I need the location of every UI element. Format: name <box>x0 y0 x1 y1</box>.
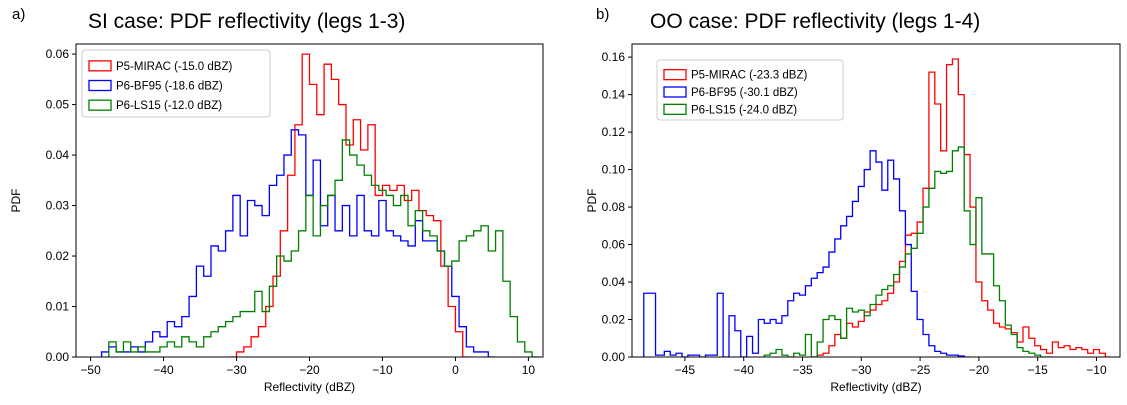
legend-swatch <box>663 103 687 115</box>
panel-oo-case: b) OO case: PDF reflectivity (legs 1-4) −4… <box>585 6 1121 394</box>
y-tick-label: 0.05 <box>46 98 70 112</box>
legend-entry: P5-MIRAC (-15.0 dBZ) <box>116 61 232 73</box>
panel-label: a) <box>12 6 25 23</box>
y-tick-label: 0.06 <box>46 47 70 61</box>
y-tick-label: 0.00 <box>602 350 626 364</box>
legend-swatch <box>88 60 112 72</box>
y-axis-label: PDF <box>9 189 23 213</box>
series-line-1 <box>643 150 971 357</box>
chart-title: SI case: PDF reflectivity (legs 1-3) <box>88 10 405 33</box>
y-tick-label: 0.00 <box>46 350 70 364</box>
legend: P5-MIRAC (-23.3 dBZ) P6-BF95 (-30.1 dBZ) P… <box>656 59 844 121</box>
series-line-2 <box>108 139 540 357</box>
x-tick-label: −40 <box>153 363 174 377</box>
x-tick-label: −45 <box>675 363 696 377</box>
legend-swatch <box>663 86 687 98</box>
y-tick-label: 0.12 <box>602 125 626 139</box>
y-tick-label: 0.14 <box>602 88 626 102</box>
legend-box <box>656 59 844 121</box>
x-axis-label: Reflectivity (dBZ) <box>264 380 355 394</box>
x-tick-label: −35 <box>792 363 813 377</box>
y-axis-label: PDF <box>585 189 599 213</box>
panel-label: b) <box>596 6 609 23</box>
x-tick-label: −15 <box>1028 363 1049 377</box>
x-axis-label: Reflectivity (dBZ) <box>830 380 921 394</box>
x-tick-label: −20 <box>969 363 990 377</box>
plot-frame <box>631 43 1121 358</box>
y-tick-label: 0.02 <box>46 249 70 263</box>
y-tick-label: 0.06 <box>602 238 626 252</box>
y-tick-label: 0.08 <box>602 200 626 214</box>
legend-box <box>81 49 271 118</box>
legend-entry: P6-BF95 (-18.6 dBZ) <box>116 81 223 93</box>
x-tick-label: −40 <box>734 363 755 377</box>
y-tick-label: 0.04 <box>602 275 626 289</box>
panel-si-case: a) SI case: PDF reflectivity (legs 1-3) −5… <box>9 6 544 394</box>
legend: P5-MIRAC (-15.0 dBZ) P6-BF95 (-18.6 dBZ) P… <box>81 49 271 118</box>
y-tick-label: 0.04 <box>46 148 70 162</box>
x-tick-label: 10 <box>522 363 536 377</box>
x-tick-label: −20 <box>299 363 320 377</box>
x-tick-label: −30 <box>851 363 872 377</box>
x-tick-label: −50 <box>80 363 101 377</box>
x-tick-label: −10 <box>372 363 393 377</box>
legend-entry: P6-LS15 (-12.0 dBZ) <box>116 100 222 112</box>
x-tick-label: −25 <box>910 363 931 377</box>
y-tick-label: 0.03 <box>46 199 70 213</box>
series-line-2 <box>763 146 1053 357</box>
series-line-0 <box>811 58 1112 357</box>
x-tick-label: 0 <box>452 363 459 377</box>
x-tick-label: −10 <box>1086 363 1107 377</box>
x-tick-label: −30 <box>226 363 247 377</box>
y-tick-label: 0.16 <box>602 50 626 64</box>
legend-entry: P5-MIRAC (-23.3 dBZ) <box>691 70 807 82</box>
legend-swatch <box>663 69 687 81</box>
legend-swatch <box>88 99 112 111</box>
y-tick-label: 0.01 <box>46 300 70 314</box>
legend-entry: P6-LS15 (-24.0 dBZ) <box>691 104 797 116</box>
legend-entry: P6-BF95 (-30.1 dBZ) <box>691 87 798 99</box>
y-tick-label: 0.10 <box>602 163 626 177</box>
chart-title: OO case: PDF reflectivity (legs 1-4) <box>650 10 980 33</box>
legend-swatch <box>88 79 112 92</box>
y-tick-label: 0.02 <box>602 313 626 327</box>
